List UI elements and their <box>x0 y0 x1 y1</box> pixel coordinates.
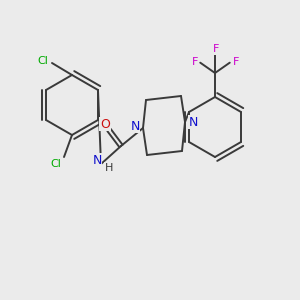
Text: H: H <box>105 163 113 173</box>
Text: Cl: Cl <box>51 159 62 169</box>
Text: N: N <box>92 154 102 166</box>
Text: O: O <box>100 118 110 130</box>
Text: F: F <box>232 57 239 67</box>
Text: F: F <box>213 44 219 54</box>
Text: N: N <box>188 116 198 128</box>
Text: F: F <box>192 57 198 67</box>
Text: N: N <box>130 119 140 133</box>
Text: Cl: Cl <box>38 56 48 66</box>
